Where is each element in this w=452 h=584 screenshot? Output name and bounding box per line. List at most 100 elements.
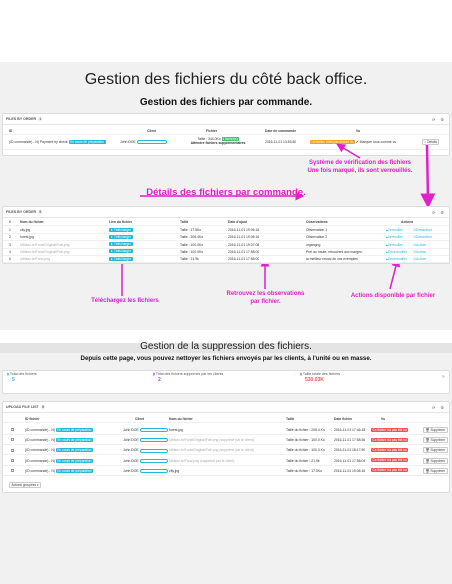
- file-num: 4: [9, 249, 11, 254]
- download-icon: ⬇: [110, 234, 114, 239]
- toggle-action[interactable]: ☑Désactiver: [413, 235, 433, 240]
- client-progress-bar: [136, 140, 167, 145]
- file-date: 2016-11-01 17:58:00: [228, 257, 260, 262]
- upload-row[interactable]: (ID commande) - N) En cours de préparati…: [3, 466, 449, 476]
- check-icon: ☑: [413, 257, 417, 262]
- chevron-down-icon: ▾: [37, 483, 39, 487]
- toggle-action[interactable]: ☑Activer: [413, 257, 427, 262]
- client-progress-bar: [139, 468, 168, 473]
- annotation-observations: Retrouvez les observations par fichier.: [226, 291, 305, 305]
- section2-subtitle: Détails des fichiers par commande.: [146, 187, 306, 198]
- upload-file-date: 2016-11-01 17:58:36: [334, 438, 366, 443]
- lock-action[interactable]: 🔒︎Verrouiller: [386, 228, 404, 232]
- upload-file-name: Utilisez-le/Fond.png (supprimé par le cl…: [169, 458, 235, 463]
- kpi-total-files: ▮ Total des fichiers 5: [7, 372, 37, 383]
- file-row[interactable]: 3 Utilisez-le/Fond/Original/Fab.png ⬇ Télé…: [3, 242, 449, 249]
- row-checkbox[interactable]: [11, 428, 14, 432]
- upload-list-count: 5: [40, 405, 46, 409]
- download-button[interactable]: ⬇ Télécharger: [109, 249, 133, 254]
- check-icon: ☑: [413, 242, 417, 247]
- top-band: [0, 0, 452, 62]
- delete-button[interactable]: 🗑︎ Supprimer: [423, 427, 448, 433]
- row-checkbox[interactable]: [11, 468, 14, 472]
- upload-order: (ID commande) - N): [25, 448, 55, 453]
- file-name: Utilisez-le/Fond/Original/Fab.png: [20, 242, 70, 247]
- kpi-total-size: ▮ Taille totale des fichiers 530.03K: [300, 372, 341, 383]
- upload-file-size: Taille du fichier : 17.5Ko: [286, 468, 322, 473]
- toggle-action[interactable]: ☑Activer: [413, 242, 427, 247]
- file-details-title: FILES BY ORDER: [6, 210, 37, 214]
- row-checkbox[interactable]: [11, 448, 14, 452]
- upload-status-badge: En cours de préparation: [55, 438, 93, 443]
- upload-client: John DOE: [123, 448, 139, 453]
- upload-status-badge: En cours de préparation: [55, 468, 93, 473]
- upload-status-badge: En cours de préparation: [55, 458, 93, 463]
- col-date: Date de commande: [265, 129, 297, 133]
- upload-row[interactable]: (ID commande) - N) En cours de préparati…: [3, 435, 449, 446]
- upload-order: (ID commande) - N): [25, 438, 55, 443]
- row-checkbox[interactable]: [11, 458, 14, 462]
- row-checkbox[interactable]: [11, 438, 14, 442]
- file-icon: ▮: [7, 372, 9, 376]
- lock-action[interactable]: 🔒︎Déverrouiller: [386, 257, 408, 262]
- upload-file-name: Utilisez-le/Fond/Original/Fab.png (suppr…: [169, 438, 254, 443]
- delete-button[interactable]: 🗑︎ Supprimer: [423, 467, 448, 474]
- file-row[interactable]: 5 Utilisez-le/Fond.png ⬇ Télécharger Taille…: [3, 256, 449, 264]
- orders-panel-header: FILES BY ORDER 1 ⟳ ⚙: [3, 114, 449, 125]
- order-reference: (ID commande) - N) Payment by check: [9, 140, 68, 144]
- details-button[interactable]: ⌕ Détails: [422, 139, 440, 145]
- panel-tools-icons[interactable]: ⟳ ⚙: [431, 405, 446, 410]
- orders-header-row: ID Client Fichier Date de commande Vu: [3, 127, 449, 135]
- download-button[interactable]: ⬇ Télécharger: [109, 234, 133, 239]
- lock-icon: 🔒︎: [386, 242, 388, 247]
- toggle-action[interactable]: ☑Activer: [413, 249, 427, 254]
- upload-file-size: Taille du fichier : 100.0 Ko: [286, 438, 325, 443]
- file-date: 2016-11-01 19:06:16: [228, 228, 260, 232]
- seen-status-badge: Un fichier n'est pas encore vu: [310, 140, 355, 144]
- delete-button[interactable]: 🗑︎ Supprimer: [423, 437, 448, 444]
- file-row[interactable]: 2 forest.jpg ⬇ Télécharger Taille : 208.4Ko…: [3, 234, 449, 242]
- check-icon: ☑: [413, 249, 417, 254]
- order-status-badge: En cours de préparation: [68, 140, 106, 144]
- file-observation: Observation 2: [306, 235, 328, 240]
- mark-all-seen-link[interactable]: ✔ Marquer tous comme vu: [355, 140, 397, 144]
- details-header-row: # Nom du fichier Lien du fichier Taille …: [3, 219, 449, 226]
- file-size: Taille : 100.0Ko: [180, 249, 204, 254]
- file-size: Taille : 100.0Ko: [180, 242, 204, 247]
- file-observation: Observation 1: [306, 228, 328, 232]
- upload-row[interactable]: (ID commande) - N) En cours de préparati…: [3, 456, 449, 466]
- panel-tools-icons[interactable]: ⟳ ⚙: [431, 117, 446, 122]
- delete-button[interactable]: 🗑︎ Supprimer: [423, 447, 448, 454]
- file-row[interactable]: 4 Utilisez-le/Fond/Original/Fab.png ⬇ Télé…: [3, 249, 449, 256]
- lock-action[interactable]: 🔒︎Verrouiller: [386, 235, 404, 240]
- annotation-actions: Actions disponible par fichier: [350, 293, 436, 299]
- bulk-actions-button[interactable]: Actions groupées ▾: [9, 482, 42, 488]
- file-num: 1: [9, 228, 11, 232]
- download-button[interactable]: ⬇ Télécharger: [109, 256, 133, 261]
- upload-row[interactable]: (ID commande) - N) En cours de préparati…: [3, 425, 449, 435]
- file-size: Taille : 17.5Ko: [180, 228, 202, 232]
- disk-icon: ▮: [300, 372, 302, 376]
- file-name: Utilisez-le/Fond.png: [20, 257, 50, 262]
- seen-status-badge: Ce fichier n'a pas été vu: [371, 447, 409, 452]
- file-row[interactable]: 1 city.jpg ⬇ Télécharger Taille : 17.5Ko 201…: [3, 227, 449, 234]
- file-deleted-icon: ▮: [153, 372, 155, 376]
- delete-button[interactable]: 🗑︎ Supprimer: [423, 457, 448, 464]
- lock-action[interactable]: 🔒︎Déverrouiller: [386, 249, 408, 254]
- download-button[interactable]: ⬇ Télécharger: [109, 242, 133, 247]
- upload-file-date: 2016-11-01 19:06:16: [334, 468, 366, 473]
- col-files: Fichier: [206, 129, 218, 133]
- order-row[interactable]: (ID commande) - N) Payment by check En c…: [3, 136, 449, 150]
- file-date: 2016-11-01 17:58:00: [228, 249, 260, 254]
- lock-action[interactable]: 🔒︎Verrouiller: [386, 242, 404, 247]
- upload-file-size: Taille du fichier : 100.0 Ko: [286, 448, 325, 453]
- refresh-icon[interactable]: ⟳: [441, 374, 445, 379]
- seen-status-badge: Ce fichier n'a pas été vu: [371, 437, 409, 442]
- toggle-action[interactable]: ☑Désactiver: [413, 228, 433, 232]
- download-button[interactable]: ⬇ Télécharger: [109, 227, 133, 232]
- orders-count-badge: 1: [38, 117, 43, 121]
- panel-tools-icons[interactable]: ⟳ ⚙: [431, 210, 446, 215]
- files-note: Attendre fichiers supplémentaires: [190, 141, 246, 145]
- file-num: 5: [9, 257, 11, 262]
- upload-row[interactable]: (ID commande) - N) En cours de préparati…: [3, 445, 449, 456]
